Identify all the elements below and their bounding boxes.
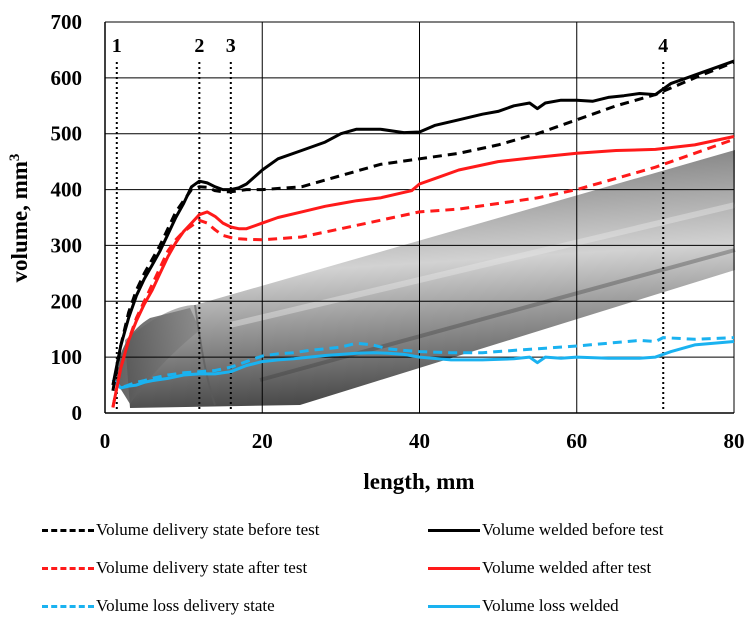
series-layer (111, 59, 735, 408)
series-line-volume-welded-after-test (111, 135, 735, 408)
y-tick-label: 300 (51, 233, 83, 257)
x-tick-label: 20 (252, 429, 273, 453)
y-tick-labels: 0 100 200 300 400 500 600 700 (51, 10, 83, 425)
legend-label: Volume delivery state before test (96, 520, 320, 539)
y-axis-label-superscript: 3 (7, 154, 23, 162)
series-line-volume-delivery-state-before-test (111, 60, 735, 391)
x-tick-label: 80 (724, 429, 745, 453)
y-tick-label: 700 (51, 10, 83, 34)
legend-swatch (428, 566, 480, 570)
x-tick-label: 60 (566, 429, 587, 453)
y-axis-label-text: volume, mm (7, 161, 32, 282)
legend-item: Volume loss delivery state (42, 594, 275, 618)
legend-swatch (42, 528, 94, 532)
marker-label-4: 4 (658, 35, 668, 57)
marker-label-3: 3 (226, 35, 236, 57)
tube-specimen-image (115, 150, 736, 408)
marker-label-2: 2 (194, 35, 204, 57)
marker-label-1: 1 (112, 35, 122, 57)
series-line-volume-loss-delivery-state (111, 336, 735, 390)
legend-item: Volume loss welded (428, 594, 619, 618)
legend-swatch (42, 566, 94, 570)
legend-label: Volume loss welded (482, 596, 619, 615)
legend-swatch (428, 528, 480, 532)
y-axis-label: volume, mm3 (7, 154, 32, 283)
y-tick-label: 200 (51, 289, 83, 313)
y-tick-label: 0 (72, 401, 83, 425)
legend-item: Volume welded after test (428, 556, 651, 580)
y-tick-label: 600 (51, 66, 83, 90)
legend-item: Volume delivery state after test (42, 556, 307, 580)
x-tick-labels: 0 20 40 60 80 (100, 429, 745, 453)
legend-label: Volume delivery state after test (96, 558, 308, 577)
x-tick-label: 0 (100, 429, 111, 453)
y-tick-label: 100 (51, 345, 83, 369)
legend-label: Volume loss delivery state (96, 596, 275, 615)
legend-label: Volume welded before test (482, 520, 664, 539)
x-axis-label: length, mm (363, 469, 474, 494)
legend-label: Volume welded after test (482, 558, 652, 577)
legend-swatch (42, 604, 94, 608)
grid-lines (104, 21, 735, 414)
legend: Volume delivery state before test Volume … (0, 512, 754, 622)
series-line-volume-loss-welded (111, 340, 735, 390)
legend-swatch (428, 604, 480, 608)
legend-item: Volume delivery state before test (42, 518, 319, 542)
y-tick-label: 500 (51, 122, 83, 146)
x-tick-label: 40 (409, 429, 430, 453)
legend-item: Volume welded before test (428, 518, 663, 542)
series-line-volume-welded-before-test (111, 59, 735, 386)
y-tick-label: 400 (51, 178, 83, 202)
series-line-volume-delivery-state-after-test (111, 137, 735, 408)
